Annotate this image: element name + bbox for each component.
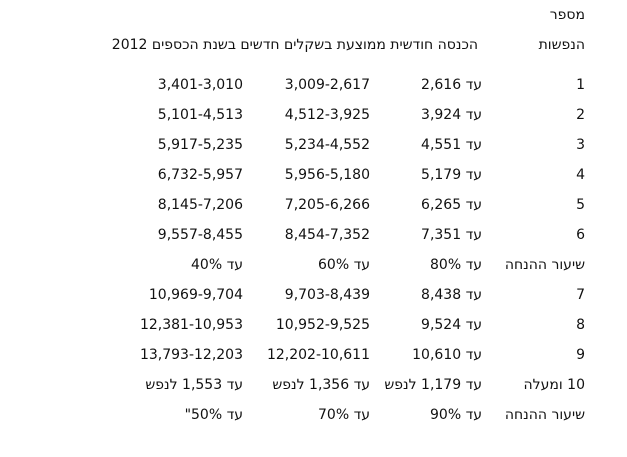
household-size: שיעור ההנחה [504, 257, 585, 273]
income-range-1: עד 2,616 [421, 77, 482, 93]
household-size: 6 [576, 227, 585, 243]
income-range-3: 6,732-5,957 [157, 167, 243, 183]
income-range-2: עד 70% [318, 407, 370, 423]
income-range-1: עד 7,351 [421, 227, 482, 243]
income-range-2: עד 1,356 לנפש [272, 377, 370, 393]
income-range-2: 9,703-8,439 [284, 287, 370, 303]
income-range-1: עד 4,551 [421, 137, 482, 153]
household-size: 3 [576, 137, 585, 153]
income-range-1: עד 1,179 לנפש [384, 377, 482, 393]
household-size: 1 [576, 77, 585, 93]
income-range-3: עד 50%" [184, 407, 243, 423]
income-range-1: עד 80% [430, 257, 482, 273]
household-size: שיעור ההנחה [504, 407, 585, 423]
income-range-3: 10,969-9,704 [148, 287, 243, 303]
household-size: 4 [576, 167, 585, 183]
income-range-2: 4,512-3,925 [284, 107, 370, 123]
income-range-1: עד 10,610 [412, 347, 482, 363]
income-range-3: 12,381-10,953 [139, 317, 243, 333]
household-size: 9 [576, 347, 585, 363]
income-range-3: 8,145-7,206 [157, 197, 243, 213]
income-range-2: 8,454-7,352 [284, 227, 370, 243]
income-range-3: 3,401-3,010 [157, 77, 243, 93]
header-title: הכנסה חודשית ממוצעת בשקלים חדשים בשנת הכ… [111, 37, 478, 53]
income-range-1: עד 90% [430, 407, 482, 423]
income-range-3: 13,793-12,203 [139, 347, 243, 363]
header-line2: הנפשות [538, 37, 585, 53]
income-range-2: עד 60% [318, 257, 370, 273]
income-range-2: 10,952-9,525 [275, 317, 370, 333]
income-range-3: 9,557-8,455 [157, 227, 243, 243]
income-range-2: 5,956-5,180 [284, 167, 370, 183]
income-range-2: 5,234-4,552 [284, 137, 370, 153]
household-size: 8 [576, 317, 585, 333]
household-size: 10 ומעלה [523, 377, 585, 393]
income-range-1: עד 5,179 [421, 167, 482, 183]
income-range-1: עד 8,438 [421, 287, 482, 303]
income-range-3: עד 1,553 לנפש [145, 377, 243, 393]
income-range-2: 12,202-10,611 [266, 347, 370, 363]
header-line1: מספר [549, 7, 585, 23]
household-size: 7 [576, 287, 585, 303]
income-range-1: עד 6,265 [421, 197, 482, 213]
income-range-2: 7,205-6,266 [284, 197, 370, 213]
income-range-3: 5,101-4,513 [157, 107, 243, 123]
household-size: 5 [576, 197, 585, 213]
income-range-1: עד 9,524 [421, 317, 482, 333]
income-range-1: עד 3,924 [421, 107, 482, 123]
income-range-2: 3,009-2,617 [284, 77, 370, 93]
household-size: 2 [576, 107, 585, 123]
income-range-3: 5,917-5,235 [157, 137, 243, 153]
income-range-3: עד 40% [191, 257, 243, 273]
